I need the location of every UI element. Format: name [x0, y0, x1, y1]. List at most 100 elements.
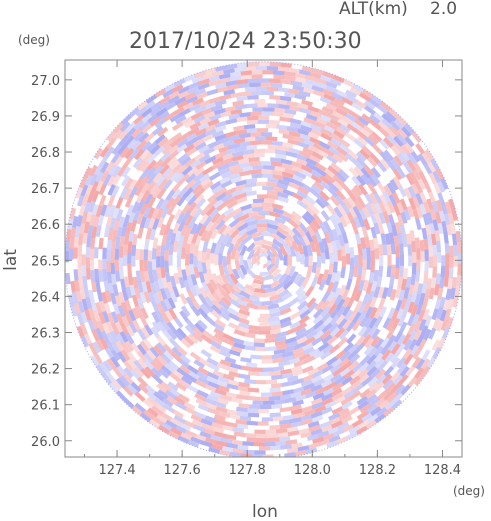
radar-gate	[298, 353, 311, 362]
radar-gate	[150, 360, 162, 372]
radar-gate	[390, 158, 401, 170]
radar-gate	[448, 198, 456, 211]
radar-gate	[407, 376, 418, 388]
radar-gate	[195, 197, 207, 209]
radar-gate	[151, 415, 164, 426]
radar-gate	[176, 256, 181, 268]
radar-gate	[354, 254, 359, 267]
radar-gate	[377, 104, 389, 115]
radar-gate	[127, 252, 132, 264]
radar-gate	[298, 90, 311, 98]
radar-gate	[209, 340, 221, 350]
radar-gate	[264, 287, 276, 294]
radar-gate	[218, 449, 231, 456]
radar-gate	[195, 127, 207, 137]
radar-gate	[272, 207, 285, 215]
radar-gate	[118, 216, 126, 229]
radar-gate	[141, 107, 153, 118]
axis-ticks: 127.4 127.6 127.8 128.0 128.2 128.427.026.926…	[31, 60, 462, 478]
radar-gate	[239, 264, 248, 276]
radar-gate	[246, 420, 258, 426]
radar-gate	[111, 230, 118, 242]
radar-gate	[338, 234, 345, 247]
radar-gate	[307, 434, 319, 441]
radar-gate	[211, 104, 223, 112]
radar-gate	[222, 373, 235, 381]
y-tick-label: 26.7	[31, 182, 60, 197]
radar-gate	[295, 158, 308, 167]
radar-gate	[397, 276, 404, 288]
radar-gate	[397, 362, 408, 374]
radar-gate	[385, 382, 396, 394]
radar-gate	[214, 318, 227, 329]
radar-gate	[441, 327, 450, 339]
radar-gate	[396, 167, 407, 179]
radar-gate	[391, 317, 401, 330]
radar-gate	[320, 312, 332, 323]
radar-gate	[155, 175, 166, 187]
radar-gate	[121, 289, 129, 301]
radar-gate	[83, 201, 91, 214]
radar-gate	[144, 238, 150, 250]
radar-gate	[328, 412, 340, 421]
radar-gate	[166, 203, 176, 216]
radar-gate	[362, 89, 374, 99]
radar-gate	[386, 182, 396, 194]
radar-gate	[160, 421, 173, 431]
radar-gate	[176, 164, 188, 175]
radar-gate	[445, 288, 452, 301]
radar-gate	[358, 280, 365, 292]
radar-gate	[286, 327, 298, 336]
radar-gate	[386, 244, 392, 256]
radar-gate	[331, 228, 340, 241]
radar-gate	[424, 249, 429, 261]
radar-gate	[173, 272, 180, 285]
radar-gate	[154, 145, 166, 157]
radar-gate	[378, 244, 384, 256]
radar-gate	[219, 359, 232, 367]
radar-gate	[187, 201, 198, 213]
radar-gate	[127, 358, 138, 370]
radar-gate	[94, 268, 100, 281]
radar-gate	[300, 120, 312, 128]
radar-gate	[233, 137, 246, 144]
radar-gate	[354, 232, 362, 245]
radar-gate	[211, 304, 222, 315]
radar-gate	[235, 419, 247, 425]
radar-gate	[79, 222, 86, 235]
radar-gate	[269, 424, 281, 430]
radar-gate	[137, 227, 144, 239]
radar-gate	[246, 119, 259, 125]
radar-gate	[339, 143, 351, 154]
radar-gate	[208, 96, 221, 104]
radar-gate	[299, 309, 311, 320]
radar-gate	[232, 337, 245, 345]
radar-gate	[136, 343, 147, 356]
radar-gate	[221, 291, 232, 302]
radar-gate	[187, 439, 200, 448]
radar-gate	[364, 337, 375, 349]
radar-gate	[209, 345, 222, 354]
radar-gate	[253, 342, 265, 348]
radar-gate	[133, 209, 141, 222]
radar-gate	[200, 107, 213, 116]
radar-gate	[419, 191, 427, 204]
radar-gate	[242, 153, 254, 159]
radar-gate	[170, 351, 182, 362]
radar-gate	[184, 191, 196, 203]
radar-gate	[266, 254, 272, 261]
radar-gate	[170, 132, 183, 142]
x-unit-label: (deg)	[453, 484, 485, 498]
radar-gate	[367, 346, 378, 358]
radar-gate	[353, 138, 365, 149]
radar-gate	[379, 138, 390, 150]
radar-gate	[164, 389, 177, 400]
radar-gate	[77, 266, 83, 278]
radar-gate	[222, 206, 235, 217]
radar-gate	[90, 300, 98, 312]
radar-gate	[193, 256, 198, 268]
radar-gate	[280, 95, 292, 102]
radar-gate	[399, 265, 404, 277]
radar-gate	[229, 362, 242, 370]
radar-gate	[320, 300, 330, 312]
